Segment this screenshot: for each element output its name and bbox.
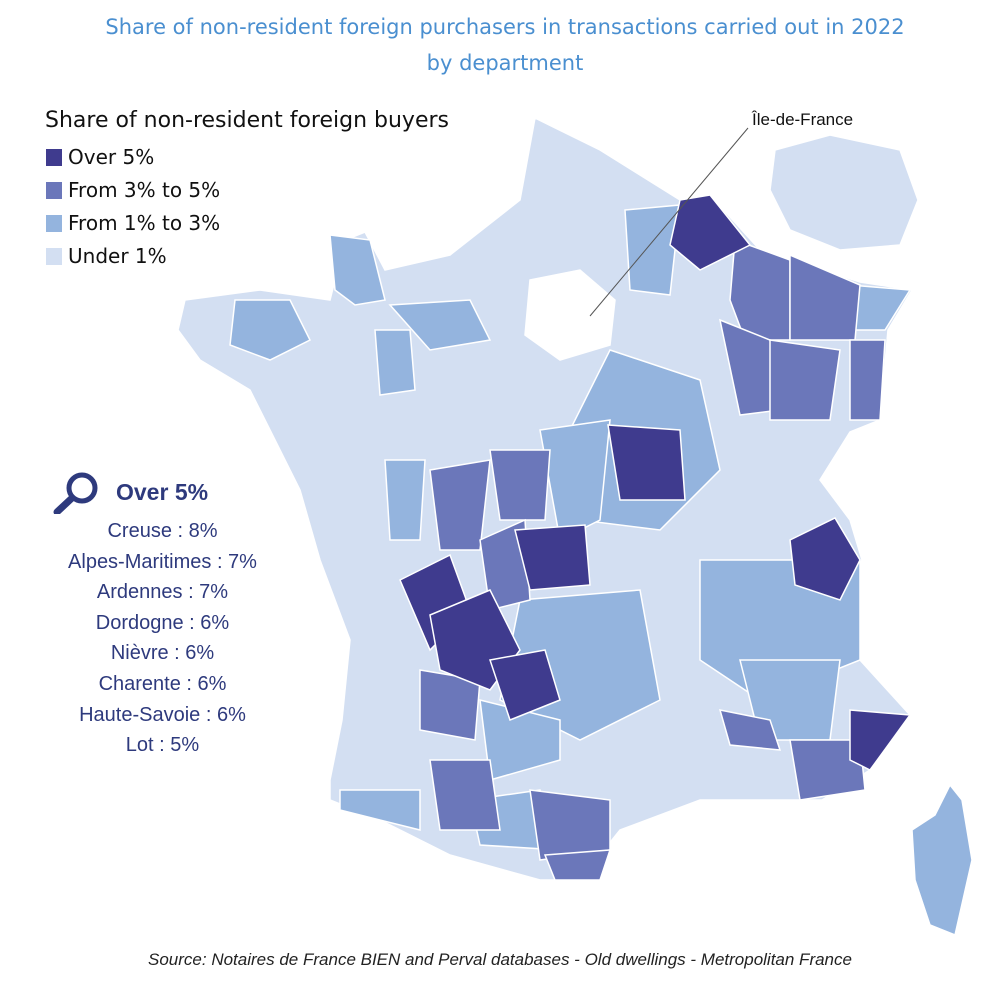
legend-swatch [46,214,62,232]
region-vosges-alsace [849,339,886,421]
region-vendee [384,459,426,541]
region-haute-saone [769,339,841,421]
highlight-item: Haute-Savoie : 6% [79,703,246,726]
chart-subtitle: by department [426,51,584,75]
highlight-item: Charente : 6% [98,672,227,695]
legend-label: From 1% to 3% [68,211,221,235]
dept-haute-savoie [789,517,861,601]
highlight-header: Over 5% [52,470,208,514]
legend-label: From 3% to 5% [68,178,221,202]
highlight-list: Creuse : 8% Alpes-Maritimes : 7% Ardenne… [40,516,285,761]
region-var [789,739,866,801]
highlight-item: Dordogne : 6% [95,611,230,634]
highlight-item: Nièvre : 6% [110,642,215,665]
legend-item-1-3: From 1% to 3% [46,211,220,235]
legend-label: Under 1% [68,244,167,268]
region-marne [729,238,791,341]
highlight-title: Over 5% [116,478,209,505]
region-aude [529,789,611,861]
highlight-item: Ardennes : 7% [96,581,229,604]
dept-alpes-maritimes [849,709,912,771]
legend-swatch [46,148,62,166]
region-vienne [429,459,491,551]
legend-title: Share of non-resident foreign buyers [45,108,449,133]
region-oise [624,204,681,296]
region-aquitaine-south [339,789,421,831]
ile-de-france-hole [524,269,616,361]
highlight-item: Alpes-Maritimes : 7% [68,550,257,573]
inset-ile-de-france [769,134,919,251]
region-orne [388,299,492,351]
inset-leader-line [589,127,749,317]
region-normandy-west [329,234,386,306]
region-southwest [479,699,561,781]
corsica [911,783,973,937]
region-indre [489,449,551,521]
region-brittany-north [229,299,312,361]
legend-swatch [46,247,62,265]
legend-label: Over 5% [68,145,155,169]
highlight-item: Creuse : 8% [107,520,218,542]
dept-lot [489,649,561,721]
magnifier-icon [53,472,98,514]
ile-de-france-label: Île-de-France [752,110,854,129]
region-pyrenees-orientales [543,849,612,881]
highlight-item: Lot : 5% [125,734,200,757]
dept-nievre [607,424,686,501]
region-sarthe [374,329,416,396]
region-lorraine [789,253,861,341]
legend-swatch [46,181,62,199]
region-centre-east [539,419,611,542]
chart-title: Share of non-resident foreign purchasers… [105,15,905,39]
legend-item-under-1: Under 1% [46,244,167,268]
dept-ardennes [669,194,752,271]
region-gers [429,759,501,831]
legend-item-over-5: Over 5% [46,145,154,169]
legend-item-3-5: From 3% to 5% [46,178,220,202]
region-vaucluse [718,709,782,751]
dept-creuse [514,524,591,591]
source-note: Source: Notaires de France BIEN and Perv… [148,950,852,969]
